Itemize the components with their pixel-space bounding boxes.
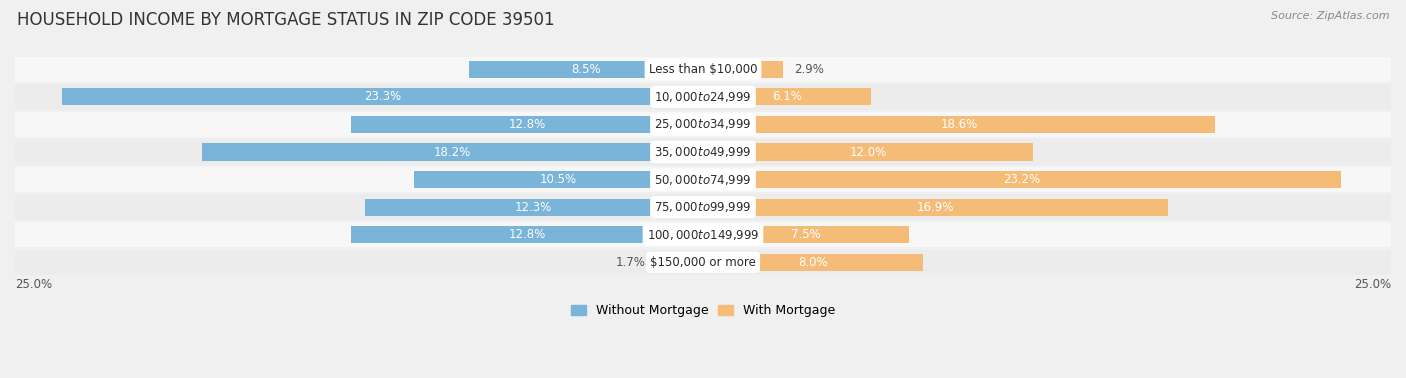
Text: 2.9%: 2.9%: [794, 63, 824, 76]
Bar: [703, 144, 1033, 161]
Text: 1.7%: 1.7%: [616, 256, 645, 269]
Text: 12.8%: 12.8%: [508, 228, 546, 241]
Text: 12.8%: 12.8%: [508, 118, 546, 131]
Text: HOUSEHOLD INCOME BY MORTGAGE STATUS IN ZIP CODE 39501: HOUSEHOLD INCOME BY MORTGAGE STATUS IN Z…: [17, 11, 554, 29]
Text: 8.5%: 8.5%: [571, 63, 600, 76]
Bar: [470, 61, 703, 78]
Bar: [364, 198, 703, 216]
Text: $25,000 to $34,999: $25,000 to $34,999: [654, 118, 752, 132]
Bar: [703, 61, 783, 78]
Bar: [15, 194, 1391, 220]
Text: Less than $10,000: Less than $10,000: [648, 63, 758, 76]
Bar: [703, 116, 1215, 133]
Text: 12.3%: 12.3%: [515, 201, 553, 214]
Text: 25.0%: 25.0%: [1354, 278, 1391, 291]
Bar: [703, 88, 870, 105]
Text: 23.2%: 23.2%: [1004, 173, 1040, 186]
Bar: [350, 116, 703, 133]
Text: $150,000 or more: $150,000 or more: [650, 256, 756, 269]
Bar: [202, 144, 703, 161]
Text: $100,000 to $149,999: $100,000 to $149,999: [647, 228, 759, 242]
Text: $75,000 to $99,999: $75,000 to $99,999: [654, 200, 752, 214]
Text: $10,000 to $24,999: $10,000 to $24,999: [654, 90, 752, 104]
Bar: [657, 254, 703, 271]
Text: 18.2%: 18.2%: [434, 146, 471, 158]
Bar: [703, 254, 924, 271]
Bar: [15, 112, 1391, 137]
Legend: Without Mortgage, With Mortgage: Without Mortgage, With Mortgage: [565, 299, 841, 322]
Text: 7.5%: 7.5%: [792, 228, 821, 241]
Text: $35,000 to $49,999: $35,000 to $49,999: [654, 145, 752, 159]
Text: 23.3%: 23.3%: [364, 90, 401, 104]
Bar: [15, 84, 1391, 110]
Text: 6.1%: 6.1%: [772, 90, 801, 104]
Bar: [703, 171, 1341, 188]
Bar: [15, 139, 1391, 165]
Text: 10.5%: 10.5%: [540, 173, 576, 186]
Text: Source: ZipAtlas.com: Source: ZipAtlas.com: [1271, 11, 1389, 21]
Bar: [15, 57, 1391, 82]
Bar: [350, 226, 703, 243]
Bar: [413, 171, 703, 188]
Text: 8.0%: 8.0%: [799, 256, 828, 269]
Bar: [703, 226, 910, 243]
Bar: [703, 198, 1168, 216]
Text: 16.9%: 16.9%: [917, 201, 955, 214]
Text: $50,000 to $74,999: $50,000 to $74,999: [654, 172, 752, 187]
Bar: [15, 249, 1391, 275]
Bar: [15, 222, 1391, 247]
Bar: [15, 167, 1391, 192]
Text: 18.6%: 18.6%: [941, 118, 977, 131]
Text: 12.0%: 12.0%: [849, 146, 887, 158]
Text: 25.0%: 25.0%: [15, 278, 52, 291]
Bar: [62, 88, 703, 105]
